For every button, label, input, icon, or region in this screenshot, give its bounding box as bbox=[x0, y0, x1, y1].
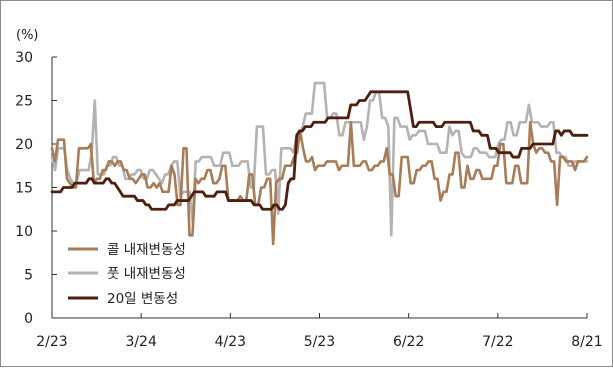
x-tick-label: 2/23 bbox=[36, 334, 67, 350]
legend-label-2: 20일 변동성 bbox=[107, 291, 178, 307]
x-tick-label: 5/23 bbox=[304, 334, 335, 350]
axes: 0 5 10 15 20 25 30 (%) 2/23 3/24 4/23 5/23 6/22 7/22 8… bbox=[15, 28, 603, 350]
y-tick-label: 0 bbox=[24, 311, 33, 327]
series-line-2 bbox=[50, 90, 589, 211]
x-tick-label: 8/21 bbox=[571, 334, 602, 350]
y-tick-label: 15 bbox=[15, 181, 33, 197]
legend-label-0: 콜 내재변동성 bbox=[107, 242, 186, 258]
series-line-1 bbox=[50, 81, 589, 237]
x-tick-label: 3/24 bbox=[125, 334, 157, 350]
y-axis-unit-label: (%) bbox=[16, 28, 39, 43]
y-tick-label: 30 bbox=[15, 50, 33, 66]
series-line-0 bbox=[50, 120, 589, 246]
y-tick-label: 10 bbox=[15, 224, 33, 240]
y-tick-label: 25 bbox=[15, 94, 33, 110]
x-tick-label: 7/22 bbox=[482, 334, 513, 350]
x-tick-label: 6/22 bbox=[393, 334, 424, 350]
x-tick-label: 4/23 bbox=[215, 334, 246, 350]
legend-label-1: 풋 내재변동성 bbox=[107, 266, 186, 282]
series-group bbox=[50, 81, 589, 246]
y-tick-label: 5 bbox=[24, 268, 33, 284]
y-tick-label: 20 bbox=[15, 137, 33, 153]
